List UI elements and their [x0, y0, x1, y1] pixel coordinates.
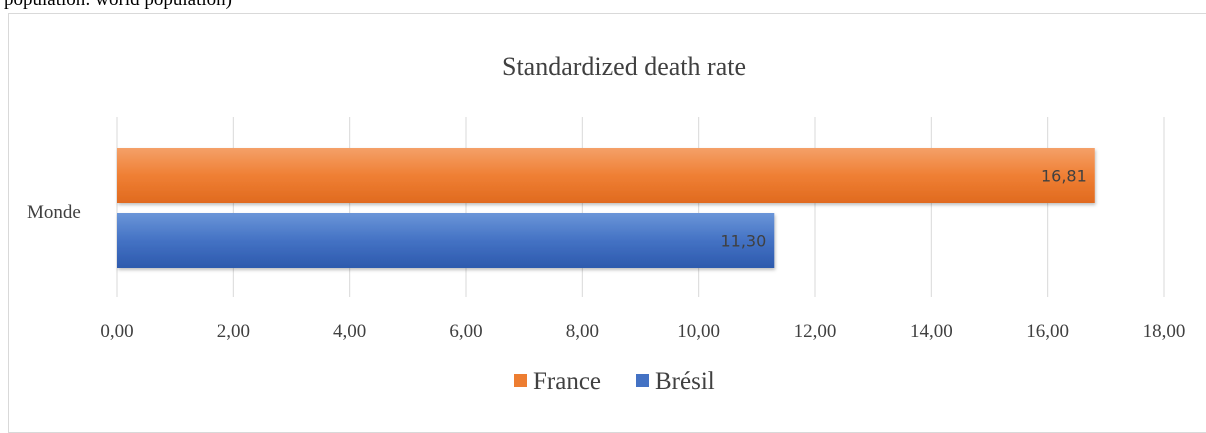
x-tick-label: 4,00: [333, 321, 366, 342]
x-tick-label: 6,00: [449, 321, 482, 342]
chart: Standardized death rate 16,81 11,30 0,00 2…: [27, 52, 1185, 395]
x-tick-label: 14,00: [910, 321, 953, 342]
chart-title: Standardized death rate: [502, 52, 746, 81]
x-tick-label: 8,00: [566, 321, 599, 342]
x-tick-label: 10,00: [677, 321, 720, 342]
legend-swatch: [514, 374, 527, 387]
category-label: Monde: [27, 202, 81, 223]
figure-caption: population: world population): [4, 0, 232, 11]
bars: 16,81 11,30: [117, 148, 1095, 268]
data-label: 16,81: [1041, 167, 1087, 186]
x-tick-label: 2,00: [217, 321, 250, 342]
legend-label: Brésil: [655, 368, 715, 395]
legend-swatch: [636, 374, 649, 387]
bar-france: [117, 148, 1095, 203]
x-tick-label: 12,00: [794, 321, 837, 342]
x-axis-ticks: 0,00 2,00 4,00 6,00 8,00 10,00 12,00 14,00 16,00…: [100, 321, 1185, 342]
gridlines: [116, 117, 1165, 297]
data-label: 11,30: [720, 232, 766, 251]
legend: France Brésil: [514, 368, 715, 395]
legend-label: France: [533, 368, 601, 395]
x-tick-label: 16,00: [1026, 321, 1069, 342]
x-tick-label: 0,00: [100, 321, 133, 342]
x-tick-label: 18,00: [1143, 321, 1186, 342]
bar-brsil: [117, 213, 775, 268]
